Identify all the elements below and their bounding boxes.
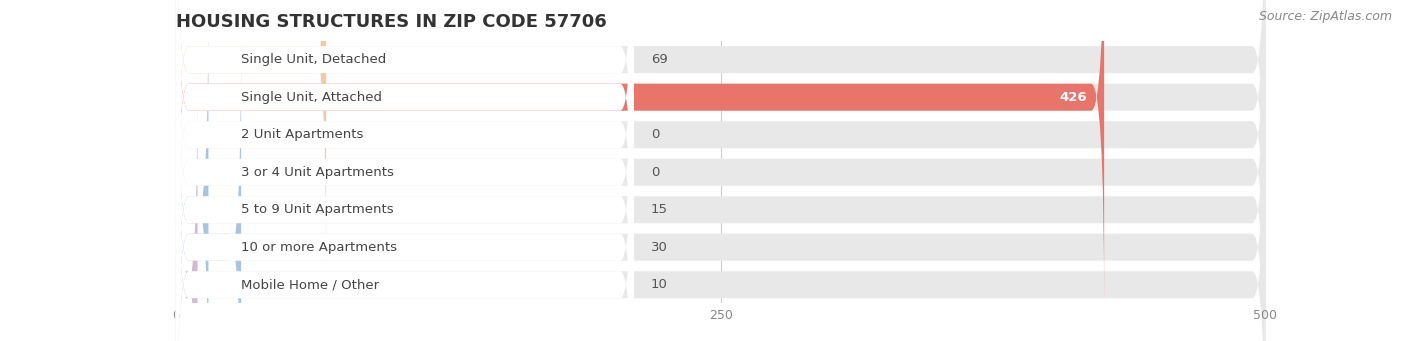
Text: Single Unit, Attached: Single Unit, Attached bbox=[242, 91, 382, 104]
Text: Source: ZipAtlas.com: Source: ZipAtlas.com bbox=[1258, 10, 1392, 23]
FancyBboxPatch shape bbox=[176, 0, 208, 341]
Text: 10: 10 bbox=[651, 278, 668, 291]
Text: 69: 69 bbox=[651, 53, 668, 66]
FancyBboxPatch shape bbox=[176, 0, 1265, 341]
FancyBboxPatch shape bbox=[176, 73, 197, 341]
FancyBboxPatch shape bbox=[176, 0, 1265, 341]
FancyBboxPatch shape bbox=[176, 0, 633, 309]
FancyBboxPatch shape bbox=[176, 0, 326, 271]
FancyBboxPatch shape bbox=[176, 0, 633, 341]
FancyBboxPatch shape bbox=[176, 0, 633, 341]
FancyBboxPatch shape bbox=[176, 0, 633, 341]
FancyBboxPatch shape bbox=[176, 73, 633, 341]
Text: 10 or more Apartments: 10 or more Apartments bbox=[242, 241, 396, 254]
Text: 30: 30 bbox=[651, 241, 668, 254]
FancyBboxPatch shape bbox=[176, 36, 633, 341]
Text: 15: 15 bbox=[651, 203, 668, 216]
FancyBboxPatch shape bbox=[176, 73, 1265, 341]
Text: 2 Unit Apartments: 2 Unit Apartments bbox=[242, 128, 364, 141]
FancyBboxPatch shape bbox=[176, 0, 1265, 271]
Text: 0: 0 bbox=[651, 128, 659, 141]
FancyBboxPatch shape bbox=[176, 0, 633, 271]
Text: 0: 0 bbox=[651, 166, 659, 179]
FancyBboxPatch shape bbox=[176, 0, 1104, 309]
FancyBboxPatch shape bbox=[176, 0, 1265, 341]
Text: 3 or 4 Unit Apartments: 3 or 4 Unit Apartments bbox=[242, 166, 394, 179]
Text: 5 to 9 Unit Apartments: 5 to 9 Unit Apartments bbox=[242, 203, 394, 216]
Text: HOUSING STRUCTURES IN ZIP CODE 57706: HOUSING STRUCTURES IN ZIP CODE 57706 bbox=[176, 13, 606, 31]
Text: 426: 426 bbox=[1059, 91, 1087, 104]
FancyBboxPatch shape bbox=[176, 0, 1265, 309]
Text: Single Unit, Detached: Single Unit, Detached bbox=[242, 53, 387, 66]
Text: Mobile Home / Other: Mobile Home / Other bbox=[242, 278, 380, 291]
FancyBboxPatch shape bbox=[176, 36, 1265, 341]
FancyBboxPatch shape bbox=[176, 36, 242, 341]
